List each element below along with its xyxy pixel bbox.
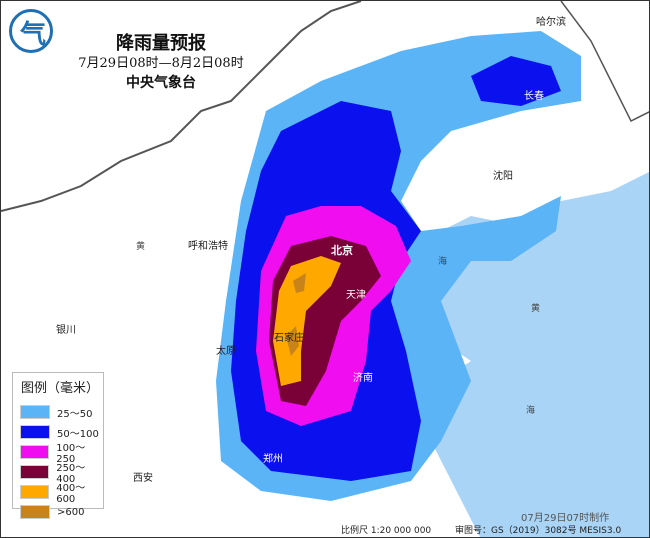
production-time: 07月29日07时制作 [521,513,610,524]
sea-label: 海 [438,257,448,267]
city-label: 西安 [133,473,153,484]
map-title: 降雨量预报 [116,33,206,54]
legend-swatch [20,405,50,419]
legend-label: 250～400 [56,463,86,485]
legend-swatch [20,505,50,519]
legend-label: >600 [57,506,85,518]
city-label: 长春 [524,91,544,102]
legend-item: 400～600 [20,483,103,505]
city-label: 郑州 [263,454,283,465]
legend-label: 400～600 [56,483,86,505]
legend-item: 25～50 [20,405,93,420]
sea-label: 黄 [531,304,541,314]
city-label: 银川 [56,325,76,336]
city-label: 呼和浩特 [188,241,228,252]
cma-logo: 气 [9,9,53,53]
legend-label: 100～250 [56,443,86,465]
band-600 [286,326,299,356]
city-label: 太原 [216,346,236,357]
legend-swatch [20,485,50,499]
city-label: 济南 [353,373,373,384]
forecast-period: 7月29日08时—8月2日08时 [78,56,244,71]
city-label: 沈阳 [493,171,513,182]
band-50-100-ne [471,56,561,106]
legend-item: 100～250 [20,443,103,465]
city-label: 北京 [331,244,353,257]
legend-swatch [20,425,50,439]
map-scale: 比例尺 1:20 000 000 [341,526,432,536]
issuer: 中央气象台 [126,75,196,91]
legend: 图例（毫米） 25～50 50～100 100～250 250～400 400～… [12,372,104,519]
approval-number: 审图号：GS（2019）3082号 MESIS3.0 [455,526,622,536]
band-400-600 [273,256,341,386]
legend-label: 25～50 [57,408,93,420]
city-label: 石家庄 [274,333,304,344]
legend-title: 图例（毫米） [21,381,100,396]
band-600-b [293,273,306,293]
legend-swatch [20,445,50,459]
city-label: 哈尔滨 [536,17,566,28]
river-label: 黄 [136,242,146,252]
legend-item: 250～400 [20,463,103,485]
legend-label: 50～100 [57,428,99,440]
legend-item: 50～100 [20,425,99,440]
sea-label: 海 [526,406,536,416]
border-line-east [560,1,649,123]
legend-item: >600 [20,505,84,519]
legend-swatch [20,465,50,479]
border-line [1,1,362,212]
city-label: 天津 [346,290,366,301]
